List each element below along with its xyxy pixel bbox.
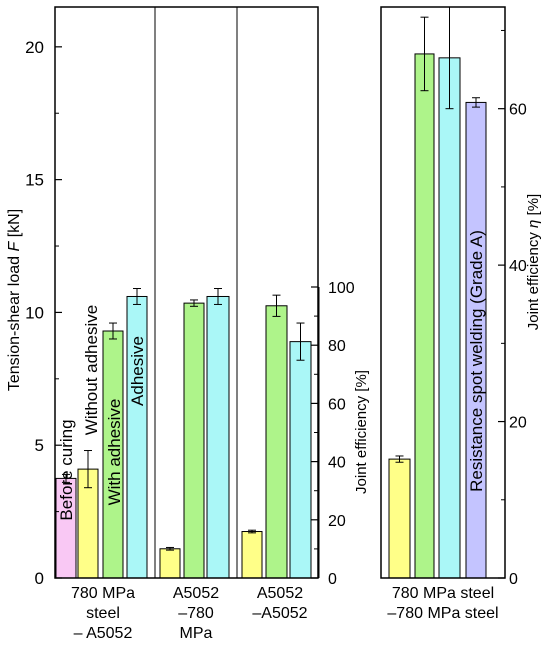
bar-g3-b1 [241, 531, 263, 579]
y-right-tick-label-60: 60 [509, 102, 527, 119]
left-panel-frame [54, 6, 319, 579]
bar-g3-b3 [289, 341, 312, 579]
x-right-label-line-2: –780 MPa steel [387, 605, 498, 622]
x-group-label-1-line-1: 780 MPa [71, 585, 135, 602]
y-left-axis-title-symbol: F [6, 241, 23, 252]
y-eff-left-axis-title: Joint efficiency [%] [353, 370, 370, 494]
bar-right-b1 [388, 458, 411, 579]
y-left-tick-label-20: 20 [25, 38, 44, 57]
y-right-axis-title: Joint efficiency η [%] [525, 194, 542, 330]
y-left-tick-label-10: 10 [25, 303, 44, 322]
bar-label-2: Without adhesive [82, 305, 101, 435]
x-group-label-1-line-2: steel [86, 605, 120, 622]
y-eff-left-tick-label-20: 20 [328, 513, 346, 530]
x-right-label-line-1: 780 MPa steel [392, 585, 494, 602]
bar-label-4: Adhesive [128, 336, 147, 406]
y-eff-left-tick-label-0: 0 [328, 571, 337, 588]
bar-right-b3 [438, 57, 461, 579]
bar-label-3: With adhesive [105, 399, 124, 506]
bar-label-1: Before curing [57, 419, 76, 520]
y-eff-left-tick-label-100: 100 [328, 280, 355, 297]
x-group-label-2-line-2: –780 [178, 605, 214, 622]
y-right-tick-label-40: 40 [509, 258, 527, 275]
bar-right-b2 [414, 53, 435, 579]
y-right-tick-label-20: 20 [509, 415, 527, 432]
bar-g2-b3 [206, 295, 230, 579]
x-group-label-2-line-3: MPa [180, 625, 213, 642]
y-right-tick-label-0: 0 [509, 571, 518, 588]
y-left-axis-title: Tension-shear load F [kN] [6, 209, 23, 391]
x-group-label-3-line-1: A5052 [257, 585, 303, 602]
x-group-label-3-line-2: –A5052 [252, 605, 307, 622]
y-eff-left-tick-label-60: 60 [328, 396, 346, 413]
bar-g2-b1 [159, 548, 181, 579]
y-left-axis-title-unit: [kN] [6, 209, 23, 242]
x-group-label-1-line-3: – A5052 [74, 625, 133, 642]
y-left-tick-label-0: 0 [35, 569, 44, 588]
y-eff-left-tick-label-80: 80 [328, 338, 346, 355]
y-left-tick-label-5: 5 [35, 436, 44, 455]
y-left-axis-title-label: Tension-shear load [6, 252, 23, 392]
y-eff-left-tick-label-40: 40 [328, 455, 346, 472]
right-panel-frame [380, 6, 506, 579]
y-right-axis-title-symbol: η [525, 220, 542, 228]
bar-g2-b2 [183, 302, 205, 579]
y-right-axis-title-unit: [%] [525, 194, 542, 220]
bar-g3-b2 [265, 305, 288, 579]
y-left-tick-label-15: 15 [25, 171, 44, 190]
y-right-axis-title-label: Joint efficiency [525, 228, 542, 330]
x-group-label-2-line-1: A5052 [173, 585, 219, 602]
bar-label-right: Resistance spot welding (Grade A) [467, 230, 486, 492]
